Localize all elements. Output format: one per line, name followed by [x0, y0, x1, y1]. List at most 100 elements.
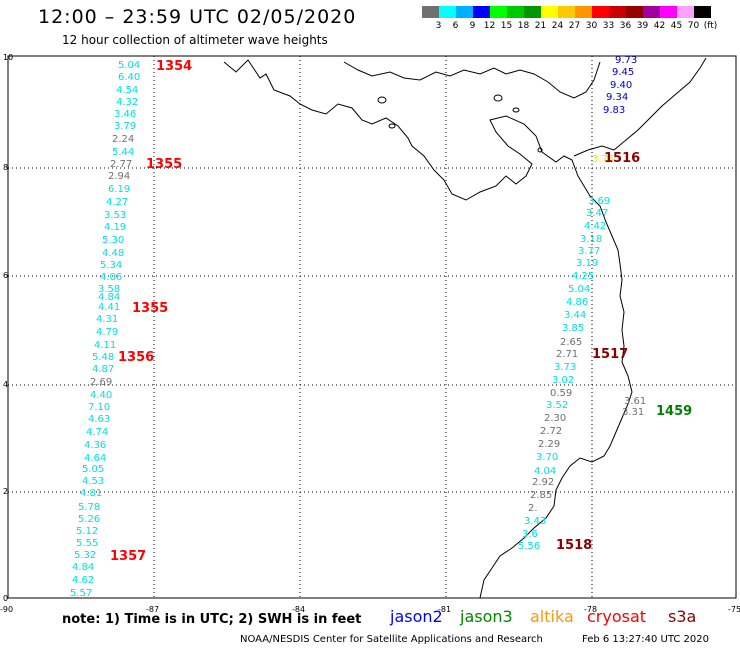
wave-height-value: 4.79 — [96, 327, 118, 338]
wave-height-value: 2.65 — [560, 337, 582, 348]
color-scale-label: 3 — [435, 21, 442, 31]
wave-height-value: 9.83 — [603, 105, 625, 116]
wave-height-value: 3.85 — [562, 323, 584, 334]
wave-height-value: 5.78 — [78, 502, 100, 513]
color-swatch — [643, 6, 660, 18]
wave-height-value: 4.48 — [102, 248, 124, 259]
latitude-tick-label: 0 — [3, 594, 8, 603]
wave-height-value: 3.61 — [624, 396, 646, 407]
wave-height-value: 3.44 — [564, 310, 586, 321]
color-scale-label: 39 — [636, 21, 649, 31]
wave-height-value: 4.86 — [566, 297, 588, 308]
pass-time-labels: 1354 1355 1355 1356 1357 1516 1517 1459 1518 — [110, 59, 692, 564]
color-swatch — [558, 6, 575, 18]
wave-height-value: 0.59 — [550, 388, 572, 399]
wave-height-value: 4.81 — [80, 488, 102, 499]
wave-height-value: 5.34 — [100, 260, 122, 271]
wave-height-value: 4.42 — [584, 221, 606, 232]
map-grid — [8, 56, 736, 598]
wave-height-value: 3.31 — [622, 407, 644, 418]
wave-height-value: 4.19 — [104, 222, 126, 233]
wave-height-value: 2.85 — [530, 490, 552, 501]
color-scale-label: 24 — [551, 21, 564, 31]
wave-height-value: 5.57 — [70, 588, 92, 599]
wave-height-value: 3.76 — [592, 154, 614, 165]
color-scale-label: 33 — [602, 21, 615, 31]
color-swatch — [575, 6, 592, 18]
map-frame — [7, 55, 737, 599]
color-scale-label: 21 — [534, 21, 547, 31]
wave-height-value: 3.02 — [552, 375, 574, 386]
wave-height-values: 5.046.404.544.323.463.792.245.442.772.94… — [70, 55, 646, 599]
wave-height-value: 5.04 — [568, 284, 590, 295]
coastline-main — [223, 59, 633, 599]
color-scale-label: 36 — [619, 21, 632, 31]
color-swatch — [507, 6, 524, 18]
wave-height-value: 2.72 — [540, 426, 562, 437]
island-outline — [537, 147, 543, 153]
wave-height-value: 4.32 — [116, 97, 138, 108]
wave-height-value: 3.70 — [536, 452, 558, 463]
color-scale-label: 27 — [568, 21, 581, 31]
wave-height-value: 4.06 — [100, 272, 122, 283]
wave-height-value: 4.31 — [96, 314, 118, 325]
wave-height-value: 2.94 — [108, 171, 130, 182]
pass-time-label: 1517 — [592, 347, 628, 362]
wave-height-value: 2. — [528, 503, 538, 514]
color-scale-label: 42 — [653, 21, 666, 31]
wave-height-value: 3.43 — [524, 516, 546, 527]
pass-time-label: 1355 — [146, 157, 182, 172]
wave-height-value: 4.63 — [88, 414, 110, 425]
longitude-tick-label: -84 — [292, 605, 305, 614]
wave-height-value: 4.74 — [86, 427, 108, 438]
pass-time-label: 1354 — [156, 59, 192, 74]
wave-height-value: 6.40 — [118, 72, 140, 83]
wave-height-value: 5.55 — [76, 538, 98, 549]
island-outline — [377, 96, 387, 104]
color-scale-label: 6 — [452, 21, 459, 31]
wave-height-value: 2.77 — [110, 159, 132, 170]
wave-height-value: 6.19 — [108, 184, 130, 195]
pass-time-label: 1516 — [604, 151, 640, 166]
coastline-caribbean — [343, 61, 601, 99]
page-subtitle: 12 hour collection of altimeter wave hei… — [62, 33, 328, 47]
wave-height-value: 5.56 — [518, 541, 540, 552]
footer-timestamp: Feb 6 13:27:40 UTC 2020 — [582, 634, 709, 645]
longitude-tick-label: -78 — [584, 605, 597, 614]
satellite-legend-jason3: jason3 — [460, 607, 513, 626]
latitude-tick-label: 10 — [3, 53, 13, 62]
satellite-legend-s3a: s3a — [668, 607, 697, 626]
color-swatch — [626, 6, 643, 18]
wave-height-value: 4.41 — [98, 302, 120, 313]
wave-height-value: 3.6 — [522, 529, 538, 540]
wave-height-value: 3.47 — [586, 208, 608, 219]
coastline — [223, 57, 707, 599]
wave-height-value: 5.32 — [74, 550, 96, 561]
satellite-legend-jason2: jason2 — [390, 607, 443, 626]
footer-credit: NOAA/NESDIS Center for Satellite Applica… — [240, 634, 543, 645]
latitude-tick-label: 8 — [3, 163, 8, 172]
wave-height-value: 5.44 — [112, 147, 134, 158]
wave-height-value: 7.10 — [88, 402, 110, 413]
pass-time-label: 1356 — [118, 350, 154, 365]
wave-height-value: 9.73 — [615, 55, 637, 66]
color-swatch — [609, 6, 626, 18]
wave-height-value: 3.79 — [114, 121, 136, 132]
wave-height-value: 4.53 — [82, 476, 104, 487]
wave-height-value: 4.04 — [534, 466, 556, 477]
color-scale-label: 15 — [500, 21, 513, 31]
longitude-tick-label: -90 — [0, 605, 13, 614]
longitude-tick-label: -87 — [146, 605, 159, 614]
wave-height-value: 2.71 — [556, 349, 578, 360]
wave-height-value: 4.25 — [572, 271, 594, 282]
color-swatch — [524, 6, 541, 18]
wave-height-value: 4.64 — [84, 453, 106, 464]
wave-height-value: 9.40 — [610, 80, 632, 91]
wave-height-value: 3.46 — [114, 109, 136, 120]
wave-height-value: 3.19 — [576, 258, 598, 269]
wave-height-value: 4.36 — [84, 440, 106, 451]
color-scale-labels: 3 6 9 12 15 18 21 24 27 30 33 36 39 42 45 70 (ft) — [422, 21, 719, 31]
wave-height-value: 5.48 — [92, 352, 114, 363]
wave-height-value: 4.54 — [116, 85, 138, 96]
